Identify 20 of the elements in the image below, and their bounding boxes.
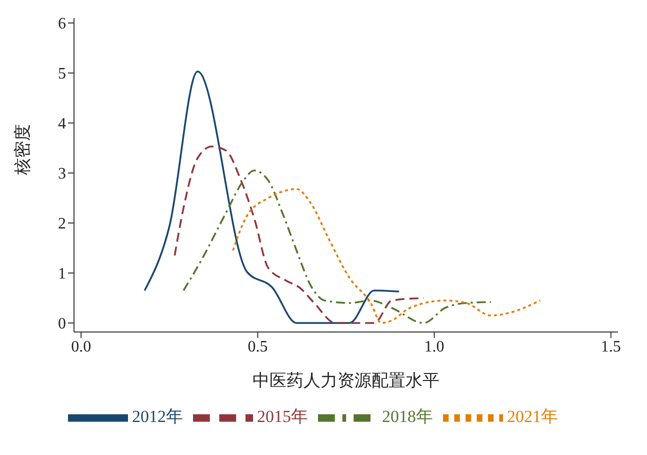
line-series xyxy=(182,170,492,324)
x-tick-label: 1.5 xyxy=(600,338,621,356)
y-axis-title: 核密度 xyxy=(13,124,32,176)
y-tick-label: 1 xyxy=(58,266,66,283)
legend-label: 2015年 xyxy=(257,406,308,426)
y-tick-label: 0 xyxy=(58,316,66,333)
legend-label: 2021年 xyxy=(507,406,558,426)
y-tick-label: 4 xyxy=(58,116,66,133)
legend-label: 2018年 xyxy=(382,406,433,426)
x-tick-label: 0.5 xyxy=(248,338,268,356)
line-series xyxy=(232,188,542,324)
y-tick-label: 2 xyxy=(58,216,66,233)
x-tick-label: 0.0 xyxy=(71,338,92,356)
line-series xyxy=(144,70,400,324)
y-tick-label: 3 xyxy=(58,166,66,183)
x-axis-title: 中医药人力资源配置水平 xyxy=(252,371,440,390)
legend-label: 2012年 xyxy=(132,406,183,426)
y-tick-label: 6 xyxy=(58,16,66,33)
y-tick-label: 5 xyxy=(58,66,66,83)
x-tick-label: 1.0 xyxy=(424,338,444,356)
